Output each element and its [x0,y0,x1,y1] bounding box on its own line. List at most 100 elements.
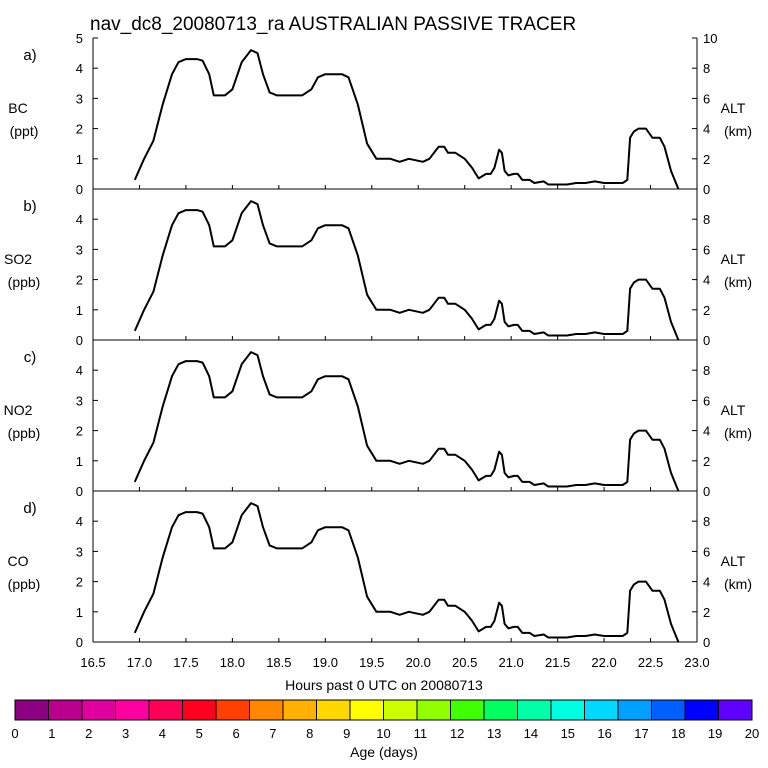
color-bar-segment [450,699,485,721]
color-bar-segment [81,699,116,721]
color-bar-tick-label: 10 [376,726,390,741]
panel-letter: c) [24,349,37,366]
left-tick-label: 5 [76,31,83,46]
x-tick-label: 21.5 [545,655,570,670]
right-tick-label: 4 [703,122,710,137]
panel-co: 0 1 2 3 4 0 2 4 6 8 d) CO (ppb) ALT (km) [8,491,752,650]
left-tick-label: 0 [76,484,83,499]
x-tick-label: 19.5 [359,655,384,670]
color-bar-segment [182,699,217,721]
x-axis-label: Hours past 0 UTC on 20080713 [285,677,483,693]
left-tick-label: 4 [76,514,83,529]
species-units-label: (ppb) [8,274,41,290]
panel-bc: 0 1 2 3 4 5 0 2 4 6 8 10 a) BC (ppt) ALT (km) [8,31,752,197]
x-tick-label: 18.0 [220,655,245,670]
color-bar-tick-label: 15 [561,726,575,741]
altitude-trace [133,502,680,643]
species-label: CO [8,553,29,569]
altitude-label: ALT [721,402,746,418]
color-bar-tick-label: 8 [306,726,313,741]
color-bar-tick-label: 0 [11,726,18,741]
color-bar-tick-label: 5 [196,726,203,741]
x-tick-label: 20.0 [406,655,431,670]
x-tick-label: 19.0 [313,655,338,670]
color-bar-segment [115,699,150,721]
left-tick-label: 3 [76,393,83,408]
color-bar-segment [483,699,518,721]
right-tick-label: 2 [703,152,710,167]
species-label: NO2 [4,402,33,418]
right-tick-label: 6 [703,91,710,106]
left-tick-label: 1 [76,303,83,318]
age-color-bar: 0 1 2 3 4 5 6 7 8 9 10 11 12 13 14 15 16 17 18 19 20 [11,699,759,741]
color-bar-segment [584,699,619,721]
color-bar-segment [48,699,83,721]
color-bar-segment [316,699,351,721]
panel-letter: b) [23,198,36,215]
chart-title: nav_dc8_20080713_ra AUSTRALIAN PASSIVE T… [90,14,576,35]
species-units-label: (ppb) [8,425,41,441]
color-bar-segment [148,699,183,721]
left-tick-label: 2 [76,424,83,439]
right-tick-label: 6 [703,544,710,559]
color-bar-segment [416,699,451,721]
right-tick-label: 8 [703,363,710,378]
altitude-label: ALT [721,100,746,116]
right-tick-label: 0 [703,484,710,499]
species-label: BC [8,100,27,116]
color-bar-tick-label: 3 [122,726,129,741]
altitude-trace [133,49,680,190]
left-tick-label: 4 [76,61,83,76]
panel-letter: a) [23,47,36,64]
right-tick-label: 2 [703,605,710,620]
color-bar-segment [349,699,384,721]
color-bar-tick-label: 17 [634,726,648,741]
left-tick-label: 1 [76,454,83,469]
left-tick-label: 0 [76,635,83,650]
left-tick-label: 4 [76,363,83,378]
panel-letter: d) [23,500,36,517]
altitude-units-label: (km) [724,425,752,441]
altitude-trace [133,351,680,492]
color-bar-tick-label: 20 [745,726,759,741]
left-tick-label: 0 [76,182,83,197]
color-bar-segment [14,699,49,721]
panels-group: 0123450246810a)BC(ppt)ALT(km)0123402468b… [4,31,752,670]
left-tick-label: 2 [76,122,83,137]
right-tick-label: 8 [703,514,710,529]
color-bar-tick-label: 2 [85,726,92,741]
left-tick-label: 0 [76,333,83,348]
right-tick-label: 6 [703,393,710,408]
color-bar-segment [550,699,585,721]
right-tick-label: 4 [703,273,710,288]
altitude-units-label: (km) [724,576,752,592]
species-label: SO2 [4,251,32,267]
left-tick-label: 2 [76,575,83,590]
altitude-units-label: (km) [724,274,752,290]
right-tick-label: 0 [703,635,710,650]
color-bar-tick-label: 7 [269,726,276,741]
right-tick-label: 8 [703,212,710,227]
x-tick-label: 21.0 [498,655,523,670]
color-bar-segment [215,699,250,721]
left-tick-label: 1 [76,152,83,167]
color-bar-tick-label: 18 [671,726,685,741]
right-tick-label: 6 [703,242,710,257]
altitude-label: ALT [721,553,746,569]
x-tick-label: 23.0 [684,655,709,670]
left-tick-label: 1 [76,605,83,620]
right-tick-label: 2 [703,454,710,469]
color-bar-segment [617,699,652,721]
left-tick-label: 2 [76,273,83,288]
x-tick-label: 17.5 [173,655,198,670]
color-bar-tick-label: 1 [48,726,55,741]
species-units-label: (ppb) [8,576,41,592]
x-tick-label: 20.5 [452,655,477,670]
right-tick-label: 0 [703,333,710,348]
right-tick-label: 8 [703,61,710,76]
x-tick-label: 16.5 [80,655,105,670]
x-tick-label: 22.0 [591,655,616,670]
panel-so2: 0 1 2 3 4 0 2 4 6 8 b) SO2 (ppb) ALT (km) [4,189,752,348]
color-bar-segment [718,699,753,721]
